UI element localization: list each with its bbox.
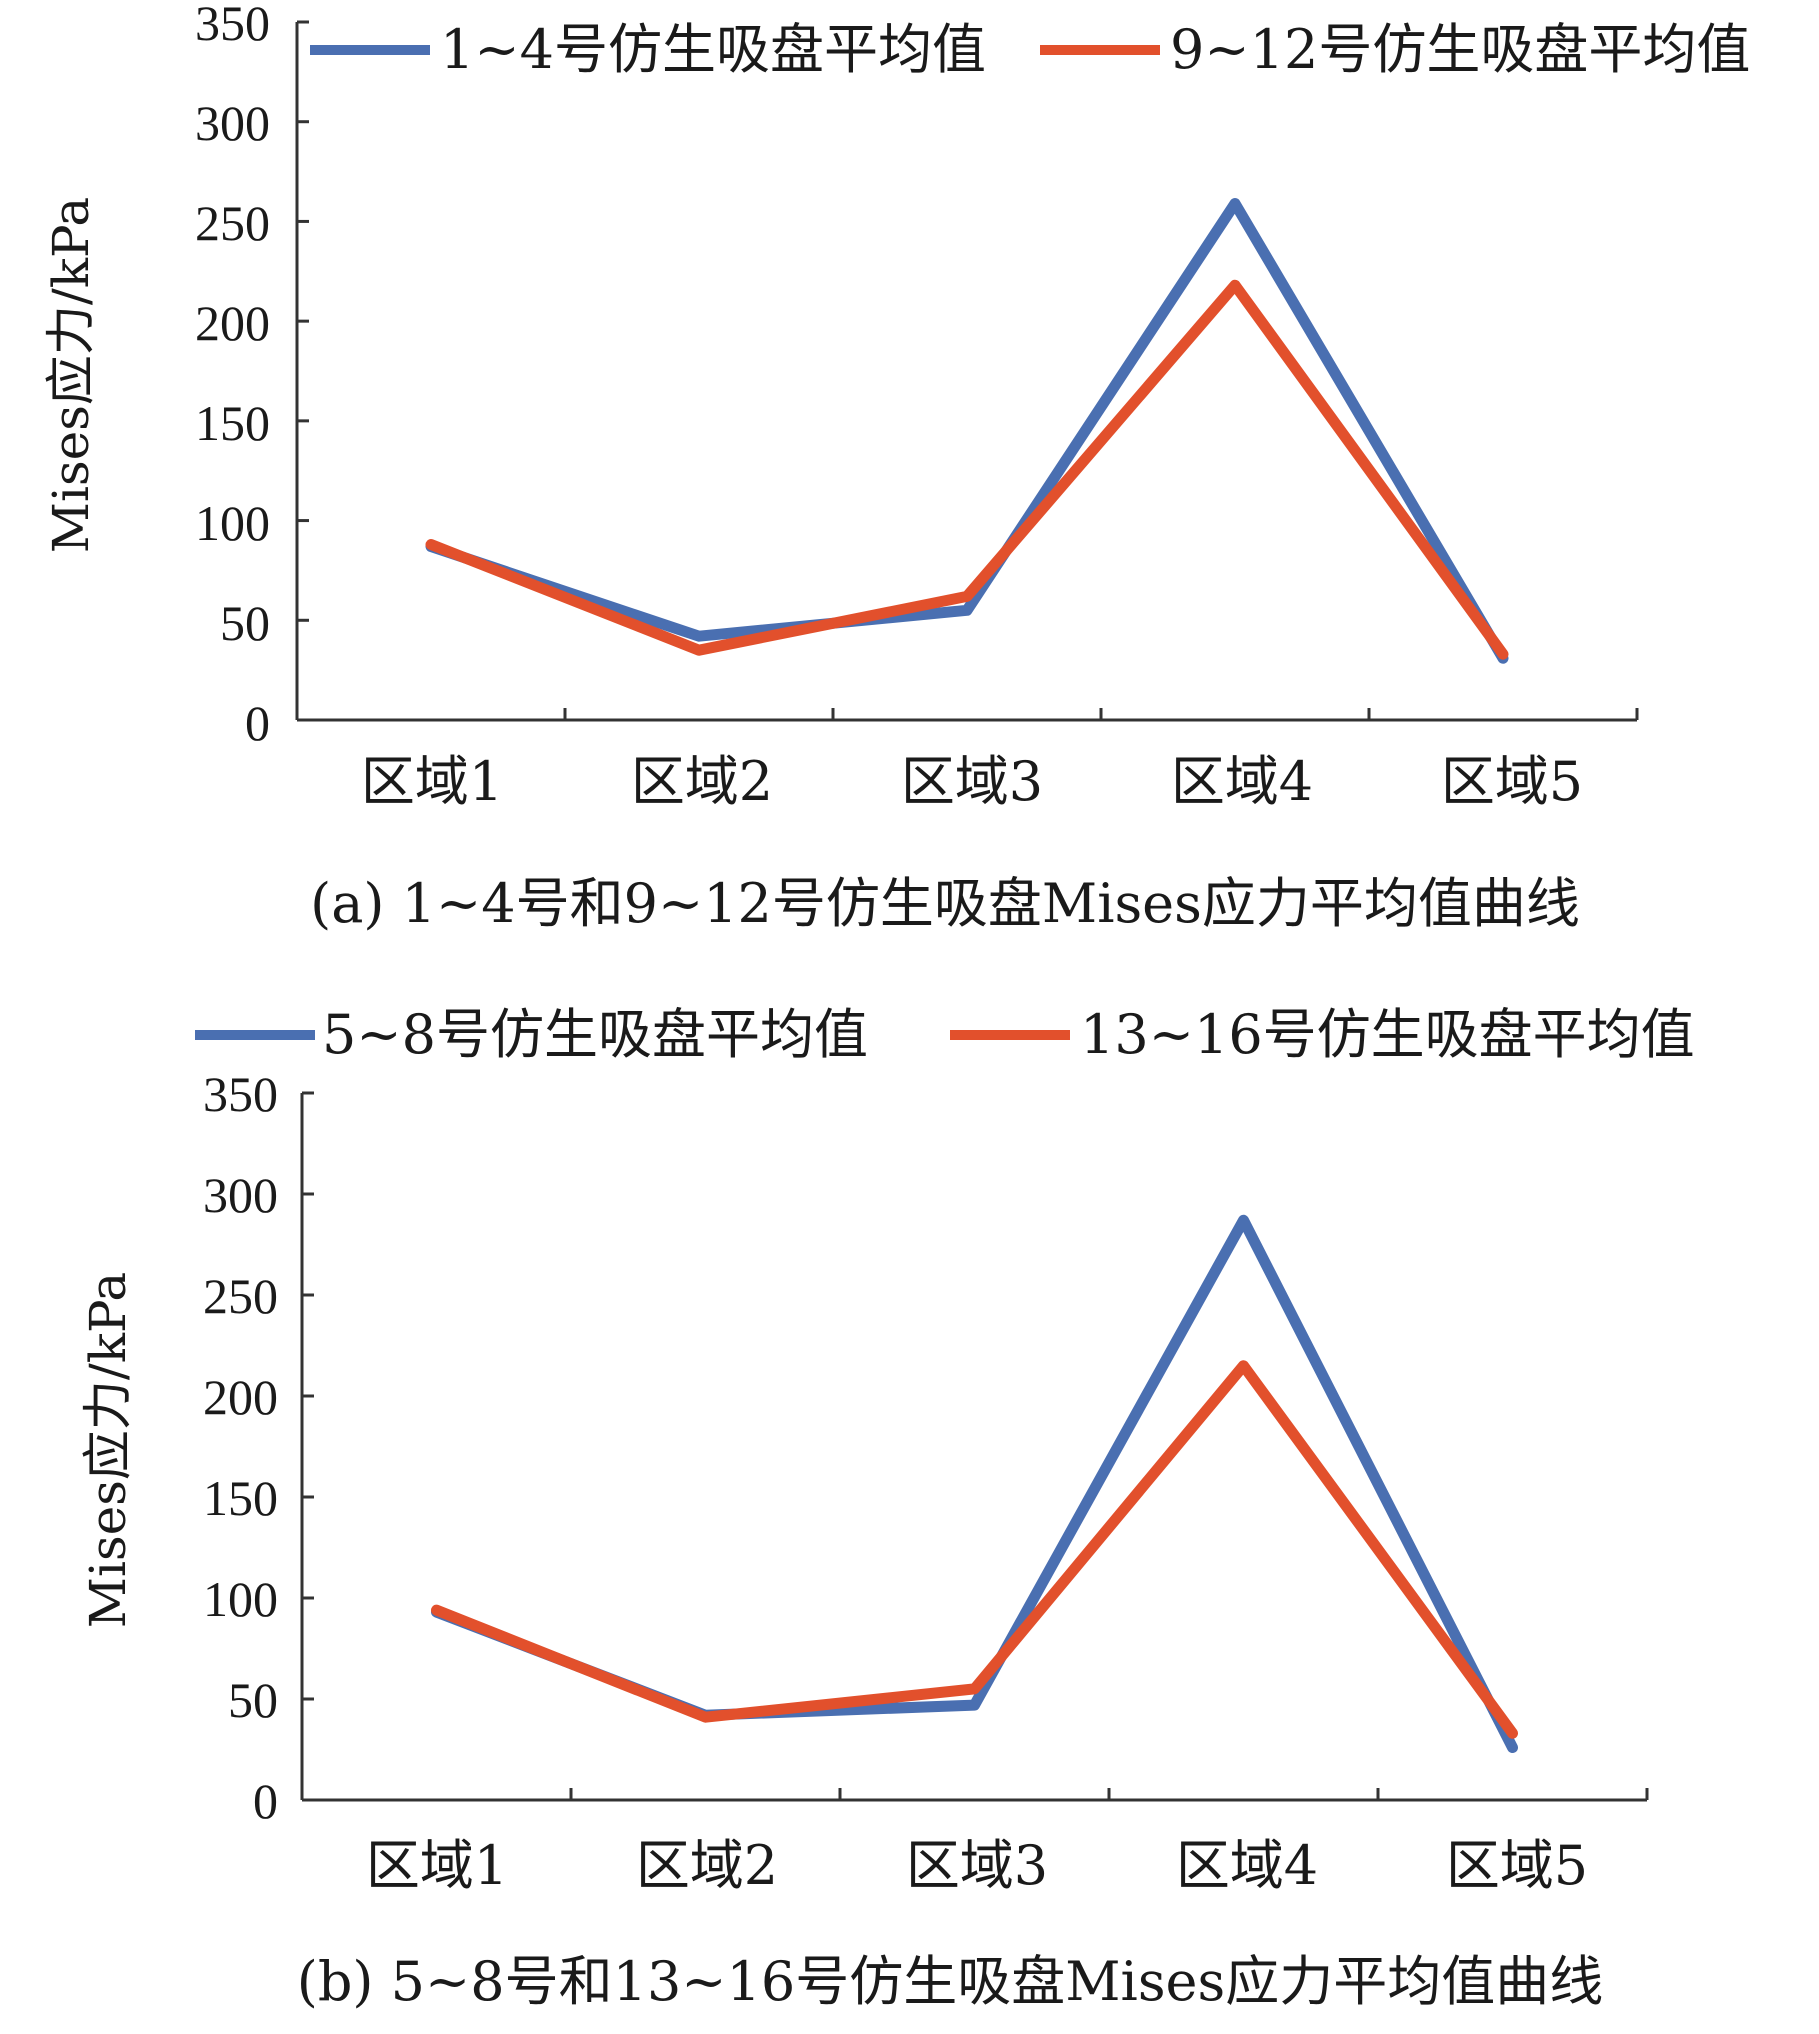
chart-a: 1~4号仿生吸盘平均值 9~12号仿生吸盘平均值 Mises应力/kPa 0 5… <box>42 0 1750 935</box>
chart-a-legend-label-1: 1~4号仿生吸盘平均值 <box>440 18 986 81</box>
chart-b-ytick-label: 150 <box>203 1470 278 1526</box>
chart-a-ytick-label: 250 <box>195 195 270 251</box>
chart-b-ytick-label: 350 <box>203 1066 278 1122</box>
chart-b-y-ticks: 0 50 100 150 200 250 300 350 <box>203 1066 278 1829</box>
chart-a-ytick-label: 0 <box>245 695 270 751</box>
chart-b-series-2-line <box>431 1360 1518 1739</box>
chart-a-ytick-label: 150 <box>195 395 270 451</box>
chart-a-xtick-label: 区域2 <box>631 750 773 813</box>
chart-b-ytick-label: 300 <box>203 1167 278 1223</box>
chart-a-xtick-label: 区域5 <box>1441 750 1583 813</box>
chart-a-ytick-label: 300 <box>195 95 270 151</box>
chart-b-legend: 5~8号仿生吸盘平均值 13~16号仿生吸盘平均值 <box>195 1003 1695 1066</box>
chart-b-x-ticks: 区域1 区域2 区域3 区域4 区域5 <box>366 1834 1588 1897</box>
chart-b-axes <box>300 1091 1649 1802</box>
chart-b-xtick-label: 区域1 <box>366 1834 508 1897</box>
chart-a-legend-label-2: 9~12号仿生吸盘平均值 <box>1170 18 1750 81</box>
chart-b-legend-label-1: 5~8号仿生吸盘平均值 <box>322 1003 868 1066</box>
chart-a-ytick-label: 100 <box>195 495 270 551</box>
chart-a-xtick-label: 区域4 <box>1171 750 1313 813</box>
chart-b-ytick-label: 100 <box>203 1571 278 1627</box>
chart-a-y-axis-label: Mises应力/kPa <box>42 197 100 553</box>
chart-b-ytick-label: 200 <box>203 1369 278 1425</box>
chart-b-y-axis-label: Mises应力/kPa <box>79 1272 137 1628</box>
chart-a-legend: 1~4号仿生吸盘平均值 9~12号仿生吸盘平均值 <box>310 18 1750 81</box>
chart-a-x-ticks: 区域1 区域2 区域3 区域4 区域5 <box>361 750 1583 813</box>
chart-b-xtick-label: 区域2 <box>636 1834 778 1897</box>
chart-b-ytick-label: 0 <box>253 1773 278 1829</box>
chart-a-xtick-label: 区域3 <box>901 750 1043 813</box>
chart-a-caption: (a) 1~4号和9~12号仿生吸盘Mises应力平均值曲线 <box>310 872 1580 935</box>
chart-b-xtick-label: 区域4 <box>1176 1834 1318 1897</box>
chart-a-xtick-label: 区域1 <box>361 750 503 813</box>
chart-a-ytick-label: 200 <box>195 295 270 351</box>
chart-a-series-2-line <box>425 279 1509 660</box>
chart-a-ytick-label: 350 <box>195 0 270 51</box>
chart-b-legend-label-2: 13~16号仿生吸盘平均值 <box>1080 1003 1695 1066</box>
chart-b-xtick-label: 区域3 <box>906 1834 1048 1897</box>
chart-a-ytick-label: 50 <box>220 595 270 651</box>
chart-b-xtick-label: 区域5 <box>1446 1834 1588 1897</box>
chart-a-y-ticks: 0 50 100 150 200 250 300 350 <box>195 0 270 751</box>
chart-b-series-1-line <box>431 1214 1518 1753</box>
chart-b-ytick-label: 250 <box>203 1268 278 1324</box>
chart-b-ytick-label: 50 <box>228 1672 278 1728</box>
chart-a-series-1-line <box>425 198 1509 664</box>
chart-b: 5~8号仿生吸盘平均值 13~16号仿生吸盘平均值 Mises应力/kPa 0 … <box>79 1003 1695 2013</box>
chart-a-axes <box>295 20 1639 722</box>
chart-b-caption: (b) 5~8号和13~16号仿生吸盘Mises应力平均值曲线 <box>297 1950 1603 2013</box>
